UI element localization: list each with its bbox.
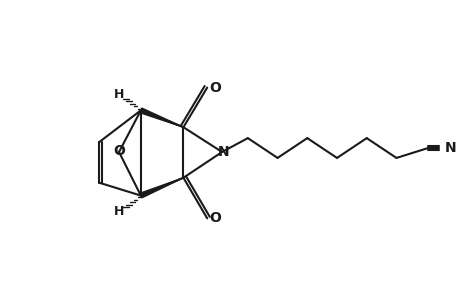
Text: O: O: [113, 144, 125, 158]
Polygon shape: [140, 178, 183, 198]
Text: O: O: [209, 212, 221, 225]
Polygon shape: [140, 108, 183, 127]
Text: O: O: [209, 81, 221, 94]
Text: N: N: [217, 145, 229, 159]
Text: N: N: [444, 141, 456, 155]
Text: H: H: [113, 88, 124, 101]
Text: H: H: [113, 205, 124, 218]
